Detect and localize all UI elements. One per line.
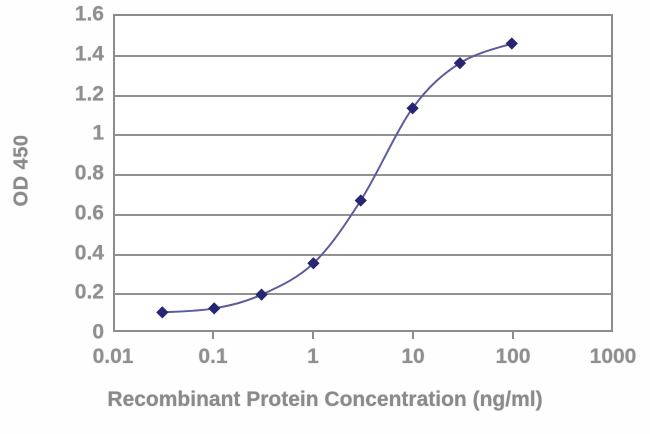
- x-axis-tick: [512, 332, 514, 339]
- y-axis-title: OD 450: [0, 0, 44, 340]
- x-axis-tick-labels: 0.01 0.1 1 10 100 1000: [63, 345, 650, 375]
- y-axis-tick-label: 0: [92, 320, 104, 344]
- x-axis-ticks: [113, 332, 613, 340]
- gridline: [115, 134, 611, 137]
- y-axis-title-label: OD 450: [10, 134, 33, 206]
- data-point-marker: [208, 302, 221, 315]
- data-point-marker: [354, 194, 367, 207]
- y-axis-tick-label: 1.2: [74, 82, 104, 105]
- x-axis-tick-label: 0.1: [198, 345, 228, 368]
- y-axis-tick-label: 1.4: [74, 42, 104, 66]
- x-axis-tick-label: 1000: [589, 345, 637, 368]
- data-point-marker: [255, 288, 268, 301]
- x-axis-tick: [312, 332, 314, 339]
- data-point-marker: [453, 56, 467, 70]
- x-axis-title: Recombinant Protein Concentration (ng/ml…: [107, 388, 543, 411]
- y-axis-tick-labels: 0 0.2 0.4 0.6 0.8 1 1.2 1.4 1.6: [42, 0, 108, 346]
- y-axis-tick-label: 1.6: [74, 2, 104, 26]
- gridline: [115, 94, 611, 97]
- y-axis-tick-label: 0.4: [74, 241, 104, 264]
- y-axis-tick-label: 1: [92, 121, 104, 145]
- gridline: [115, 253, 611, 256]
- x-axis-tick-label: 0.01: [92, 345, 134, 368]
- data-point-marker: [505, 37, 518, 50]
- x-axis-tick-label: 10: [401, 345, 425, 368]
- y-axis-tick-label: 0.6: [74, 201, 104, 225]
- plot-area: [113, 14, 613, 332]
- gridline: [115, 54, 611, 57]
- x-axis-tick: [412, 332, 414, 339]
- x-axis-tick: [212, 332, 214, 339]
- data-series-layer: [156, 37, 518, 319]
- x-axis-tick-label: 100: [495, 345, 531, 368]
- gridlines: [115, 16, 611, 330]
- gridline: [115, 293, 611, 296]
- x-axis-tick-label: 1: [307, 345, 319, 368]
- data-point-marker: [156, 306, 169, 319]
- series-line: [161, 42, 513, 314]
- data-point-marker: [307, 257, 320, 270]
- y-axis-tick-label: 0.8: [74, 161, 104, 185]
- y-axis-tick-label: 0.2: [74, 280, 104, 304]
- gridline: [115, 174, 611, 176]
- gridline: [115, 213, 611, 216]
